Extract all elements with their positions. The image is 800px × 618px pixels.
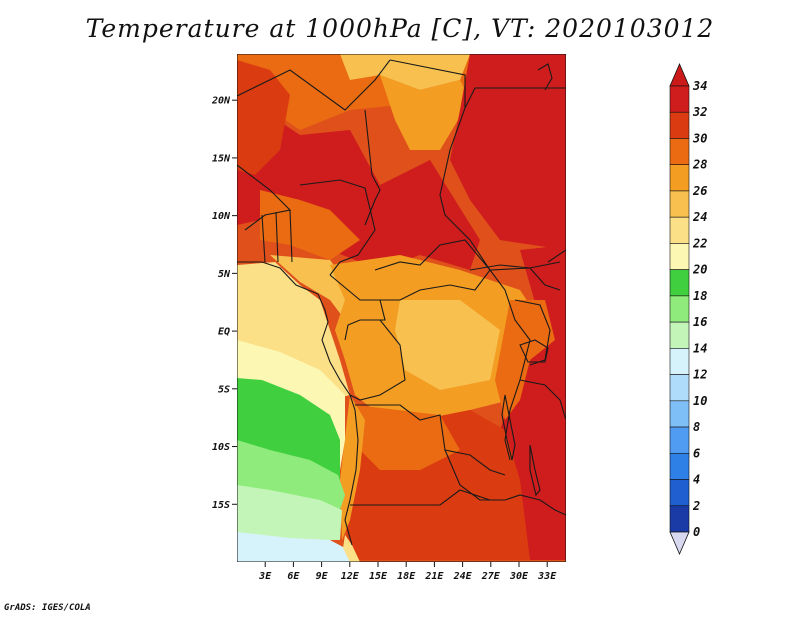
colorbar-segment (669, 479, 690, 507)
colorbar-segment (669, 426, 690, 454)
colorbar-segment (669, 164, 690, 192)
colorbar-label: 32 (692, 105, 707, 119)
x-tick-label: 15E (369, 571, 388, 582)
border-south-sudan (469, 264, 561, 291)
colorbar-label: 34 (692, 79, 707, 93)
coastline-west (237, 261, 359, 546)
y-tick-label: 20N (211, 96, 231, 107)
x-tick-label: 24E (453, 571, 473, 582)
lake-tanganyika (501, 394, 516, 461)
region-south-interior-orange (355, 405, 460, 470)
chart-title: Temperature at 1000hPa [C], VT: 20201030… (85, 14, 715, 43)
region-sahel-hot (237, 115, 480, 270)
colorbar-label: 12 (693, 368, 707, 382)
region-ocean-cyan (237, 532, 350, 562)
colorbar-segment (669, 452, 690, 480)
colorbar-segment (669, 321, 690, 349)
border-ghana-togo (261, 209, 293, 263)
y-tick-label: 15S (212, 500, 230, 511)
colorbar-max-arrow (669, 62, 690, 87)
colorbar-label: 10 (693, 394, 707, 408)
y-tick-label: EQ (218, 327, 230, 338)
border-cameroon-gabon (329, 274, 386, 341)
region-north-cool-patch (340, 54, 470, 90)
colorbar-segment (669, 505, 690, 533)
x-tick-label: 30E (509, 571, 529, 582)
colorbar-segment (669, 400, 690, 428)
x-tick-label: 27E (481, 571, 501, 582)
colorbar-label: 14 (693, 341, 707, 355)
x-tick-label: 33E (537, 571, 557, 582)
border-congo-drc (349, 319, 406, 401)
x-tick-label: 6E (287, 571, 300, 582)
border-zambia (444, 449, 541, 501)
colorbar-segment (669, 138, 690, 166)
colorbar-label: 28 (692, 158, 707, 172)
colorbar-label: 26 (692, 184, 707, 198)
region-ocean-green-light (237, 485, 342, 540)
colorbar-label: 24 (692, 210, 707, 224)
region-ocean-green-dark (237, 378, 340, 480)
border-niger-chad (364, 109, 381, 226)
colorbar-segment (669, 216, 690, 244)
y-tick-label: 10S (212, 442, 230, 453)
colorbar-label: 16 (693, 315, 707, 329)
colorbar-segment (669, 269, 690, 297)
colorbar-label: 18 (693, 289, 707, 303)
border-tanzania (519, 379, 566, 421)
colorbar-segment (669, 85, 690, 113)
region-nw-hot (237, 60, 290, 175)
colorbar-label: 20 (692, 263, 707, 277)
border-algeria-niger (237, 59, 391, 111)
temperature-field (237, 54, 566, 562)
colorbar-label: 2 (692, 499, 700, 513)
colorbar-segment (669, 111, 690, 139)
lake-malawi (529, 444, 541, 497)
colorbar-min-arrow (669, 531, 690, 556)
colorbar-label: 4 (693, 473, 700, 487)
border-nigeria (299, 179, 376, 276)
colorbar-label: 0 (693, 525, 700, 539)
x-tick-label: 9E (316, 571, 329, 582)
lake-victoria (519, 339, 549, 363)
colorbar-segment (669, 348, 690, 375)
region-angola-coast-orange (340, 395, 365, 540)
country-borders (237, 59, 566, 546)
colorbar-label: 6 (693, 446, 700, 460)
border-mozambique (539, 499, 566, 516)
x-tick-label: 12E (341, 571, 360, 582)
border-se-coast (547, 249, 566, 263)
region-sahel-orange (260, 190, 360, 260)
x-tick-label: 21E (424, 571, 444, 582)
colorbar-label: 8 (693, 420, 700, 434)
y-tick-label: 10N (212, 211, 231, 222)
x-tick-label: 3E (258, 571, 272, 582)
border-chad-sudan (439, 107, 561, 271)
colorbar-segment (669, 295, 690, 323)
y-tick-label: 5N (218, 269, 231, 280)
colorbar-segment (669, 243, 690, 270)
colorbar-label: 22 (692, 236, 707, 250)
region-coastal-gradient (343, 535, 360, 562)
red-sea-coast (537, 63, 553, 91)
y-tick-label: 5S (218, 384, 230, 395)
border-angola-namibia (350, 489, 491, 506)
x-tick-label: 18E (397, 571, 416, 582)
region-ne-hot (450, 54, 566, 250)
y-axis: 20N 15N 10N 5N EQ 5S 10S 15S (211, 96, 237, 511)
region-north-cool-patch-2 (380, 75, 470, 150)
region-ocean-green-mid (237, 440, 345, 510)
colorbar-label: 30 (692, 131, 707, 145)
colorbar-segment (669, 190, 690, 218)
colorbar-segment (669, 374, 690, 402)
region-congo-inner (395, 300, 500, 390)
x-axis: 3E 6E 9E 12E 15E 18E 21E 24E 27E 30E 33E (258, 562, 557, 582)
y-tick-label: 15N (212, 153, 231, 164)
grads-credit: GrADS: IGES/COLA (4, 603, 91, 613)
border-drc-angola (355, 404, 506, 476)
